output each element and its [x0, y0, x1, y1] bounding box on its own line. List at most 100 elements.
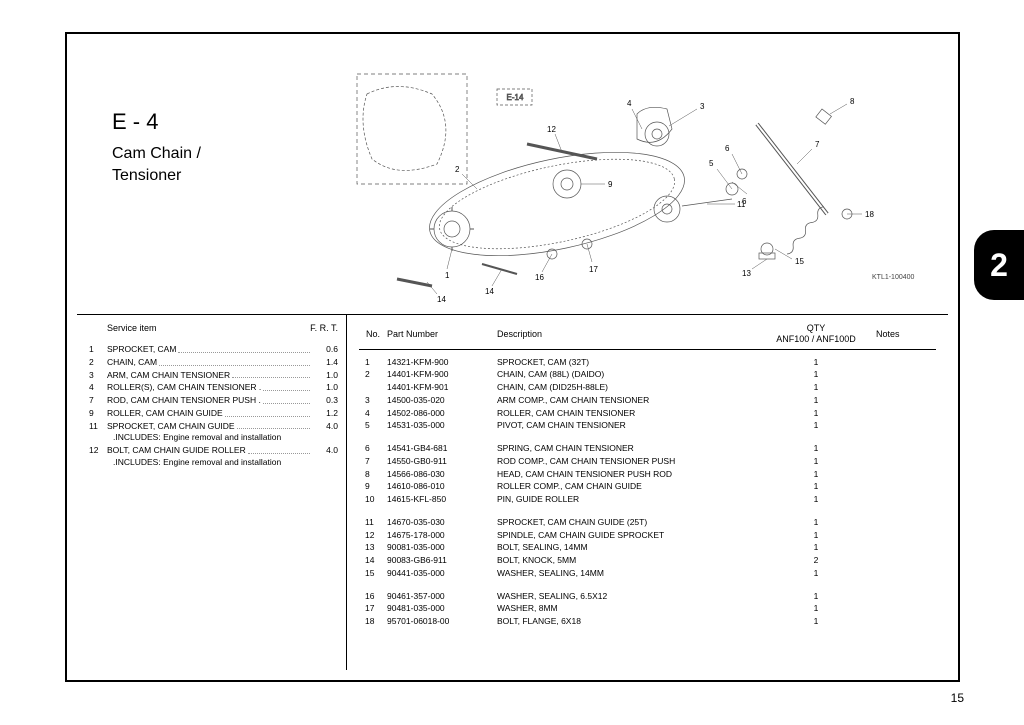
parts-row-no	[359, 381, 387, 394]
parts-row-part: 14401-KFM-900	[387, 368, 497, 381]
parts-row-no: 1	[359, 356, 387, 369]
parts-row-qty: 1	[756, 541, 876, 554]
parts-row-part: 90441-035-000	[387, 567, 497, 580]
parts-row-notes	[876, 468, 936, 481]
parts-row-qty: 1	[756, 516, 876, 529]
parts-row: 614541-GB4-681SPRING, CAM CHAIN TENSIONE…	[359, 442, 936, 455]
parts-row-no: 7	[359, 455, 387, 468]
service-header: Service item F. R. T.	[89, 323, 338, 333]
parts-header-part: Part Number	[387, 329, 497, 339]
service-row: 9ROLLER, CAM CHAIN GUIDE1.2	[89, 407, 338, 420]
service-row-frt: 1.0	[312, 381, 338, 394]
parts-row: 1214675-178-000SPINDLE, CAM CHAIN GUIDE …	[359, 529, 936, 542]
parts-row-part: 14610-086-010	[387, 480, 497, 493]
parts-row-part: 14566-086-030	[387, 468, 497, 481]
parts-row-qty: 1	[756, 419, 876, 432]
service-row-frt: 1.2	[312, 407, 338, 420]
parts-header: No. Part Number Description QTY ANF100 /…	[359, 323, 936, 345]
parts-row-qty: 1	[756, 529, 876, 542]
service-row-no: 3	[89, 369, 107, 382]
parts-row-notes	[876, 356, 936, 369]
service-row-desc: ROLLER, CAM CHAIN GUIDE	[107, 407, 312, 420]
parts-row-notes	[876, 554, 936, 567]
parts-row-desc: SPROCKET, CAM (32T)	[497, 356, 756, 369]
service-row-frt: 0.3	[312, 394, 338, 407]
parts-row-qty: 1	[756, 455, 876, 468]
parts-row-no: 10	[359, 493, 387, 506]
parts-row-part: 14502-086-000	[387, 407, 497, 420]
parts-row-part: 95701-06018-00	[387, 615, 497, 628]
parts-row-qty: 1	[756, 368, 876, 381]
svg-text:2: 2	[455, 165, 460, 174]
parts-row: 114321-KFM-900SPROCKET, CAM (32T)1	[359, 356, 936, 369]
parts-group: 1114670-035-030SPROCKET, CAM CHAIN GUIDE…	[359, 516, 936, 580]
parts-row-no: 18	[359, 615, 387, 628]
parts-row-no: 2	[359, 368, 387, 381]
service-row-frt: 4.0	[312, 420, 338, 433]
svg-text:3: 3	[700, 102, 705, 111]
svg-text:18: 18	[865, 210, 874, 219]
parts-row-qty: 1	[756, 442, 876, 455]
service-row-frt: 4.0	[312, 444, 338, 457]
parts-row: 1390081-035-000BOLT, SEALING, 14MM1	[359, 541, 936, 554]
parts-row-desc: PIN, GUIDE ROLLER	[497, 493, 756, 506]
parts-row-part: 14675-178-000	[387, 529, 497, 542]
section-code: E - 4	[112, 109, 201, 135]
service-row-frt: 0.6	[312, 343, 338, 356]
svg-text:5: 5	[709, 159, 714, 168]
service-row-note: .INCLUDES: Engine removal and installati…	[89, 432, 338, 444]
parts-row-notes	[876, 455, 936, 468]
exploded-diagram: E-14	[337, 54, 917, 304]
parts-row: 914610-086-010ROLLER COMP., CAM CHAIN GU…	[359, 480, 936, 493]
parts-row: 414502-086-000ROLLER, CAM CHAIN TENSIONE…	[359, 407, 936, 420]
parts-row-desc: WASHER, SEALING, 14MM	[497, 567, 756, 580]
svg-text:16: 16	[535, 273, 544, 282]
svg-text:13: 13	[742, 269, 751, 278]
parts-row-notes	[876, 442, 936, 455]
parts-row-qty: 1	[756, 356, 876, 369]
service-row-desc: ROLLER(S), CAM CHAIN TENSIONER .	[107, 381, 312, 394]
parts-row-desc: SPROCKET, CAM CHAIN GUIDE (25T)	[497, 516, 756, 529]
service-row-desc: SPROCKET, CAM CHAIN GUIDE	[107, 420, 312, 433]
parts-row-no: 9	[359, 480, 387, 493]
parts-row-desc: BOLT, SEALING, 14MM	[497, 541, 756, 554]
service-row-desc: ROD, CAM CHAIN TENSIONER PUSH .	[107, 394, 312, 407]
parts-header-no: No.	[359, 329, 387, 339]
chapter-tab: 2	[974, 230, 1024, 300]
service-row-no: 7	[89, 394, 107, 407]
parts-row: 1895701-06018-00BOLT, FLANGE, 6X181	[359, 615, 936, 628]
parts-row-desc: HEAD, CAM CHAIN TENSIONER PUSH ROD	[497, 468, 756, 481]
parts-row-part: 14541-GB4-681	[387, 442, 497, 455]
service-row-no: 4	[89, 381, 107, 394]
svg-text:1: 1	[445, 271, 450, 280]
section-title-line2: Tensioner	[112, 165, 201, 187]
parts-row-desc: BOLT, FLANGE, 6X18	[497, 615, 756, 628]
parts-row-part: 90083-GB6-911	[387, 554, 497, 567]
service-header-item: Service item	[89, 323, 298, 333]
service-row: 4ROLLER(S), CAM CHAIN TENSIONER .1.0	[89, 381, 338, 394]
parts-row-qty: 1	[756, 407, 876, 420]
parts-row-qty: 1	[756, 381, 876, 394]
service-row-frt: 1.0	[312, 369, 338, 382]
parts-row-part: 14615-KFL-850	[387, 493, 497, 506]
parts-row-part: 90081-035-000	[387, 541, 497, 554]
parts-row-no: 5	[359, 419, 387, 432]
parts-row: 1114670-035-030SPROCKET, CAM CHAIN GUIDE…	[359, 516, 936, 529]
service-row: 1SPROCKET, CAM0.6	[89, 343, 338, 356]
parts-header-notes: Notes	[876, 329, 936, 339]
parts-row-qty: 2	[756, 554, 876, 567]
parts-row-no: 11	[359, 516, 387, 529]
parts-row-desc: PIVOT, CAM CHAIN TENSIONER	[497, 419, 756, 432]
parts-row-desc: WASHER, 8MM	[497, 602, 756, 615]
parts-row-no: 12	[359, 529, 387, 542]
parts-row-desc: ROLLER, CAM CHAIN TENSIONER	[497, 407, 756, 420]
parts-group: 1690461-357-000WASHER, SEALING, 6.5X1211…	[359, 590, 936, 628]
svg-text:14: 14	[437, 295, 446, 304]
service-row-desc: SPROCKET, CAM	[107, 343, 312, 356]
svg-text:9: 9	[608, 180, 613, 189]
parts-row-notes	[876, 407, 936, 420]
parts-row-qty: 1	[756, 394, 876, 407]
parts-row-notes	[876, 615, 936, 628]
parts-row: 714550-GB0-911ROD COMP., CAM CHAIN TENSI…	[359, 455, 936, 468]
service-row-no: 9	[89, 407, 107, 420]
